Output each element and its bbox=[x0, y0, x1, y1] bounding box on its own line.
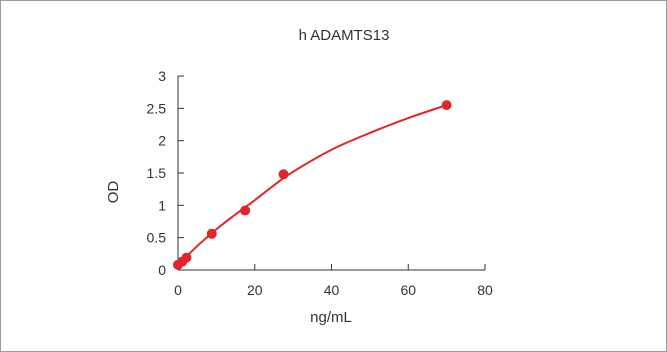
x-tick-label: 80 bbox=[477, 282, 493, 298]
x-tick-label: 20 bbox=[247, 282, 263, 298]
y-tick-label: 2 bbox=[158, 133, 166, 149]
data-point bbox=[181, 252, 192, 263]
chart-title: h ADAMTS13 bbox=[299, 27, 390, 44]
data-point bbox=[441, 100, 452, 111]
standard-curve-line bbox=[177, 104, 447, 266]
data-point bbox=[206, 228, 217, 239]
x-tick-label: 40 bbox=[324, 282, 340, 298]
y-tick-label: 1 bbox=[158, 197, 166, 213]
y-tick-label: 1.5 bbox=[147, 165, 167, 181]
plot-area bbox=[173, 100, 452, 270]
x-tick-label: 0 bbox=[174, 282, 182, 298]
x-axis-ticks: 0 20 40 60 80 bbox=[174, 264, 493, 298]
y-tick-label: 2.5 bbox=[147, 100, 167, 116]
y-tick-label: 0.5 bbox=[147, 230, 167, 246]
x-tick-label: 60 bbox=[400, 282, 416, 298]
data-point bbox=[240, 205, 251, 216]
x-axis-title: ng/mL bbox=[310, 309, 352, 326]
y-axis-ticks: 0 0.5 1 1.5 2 2.5 3 bbox=[147, 68, 184, 278]
y-tick-label: 0 bbox=[158, 262, 166, 278]
data-point bbox=[278, 169, 289, 180]
y-tick-label: 3 bbox=[158, 68, 166, 84]
y-axis-title: OD bbox=[105, 181, 122, 204]
